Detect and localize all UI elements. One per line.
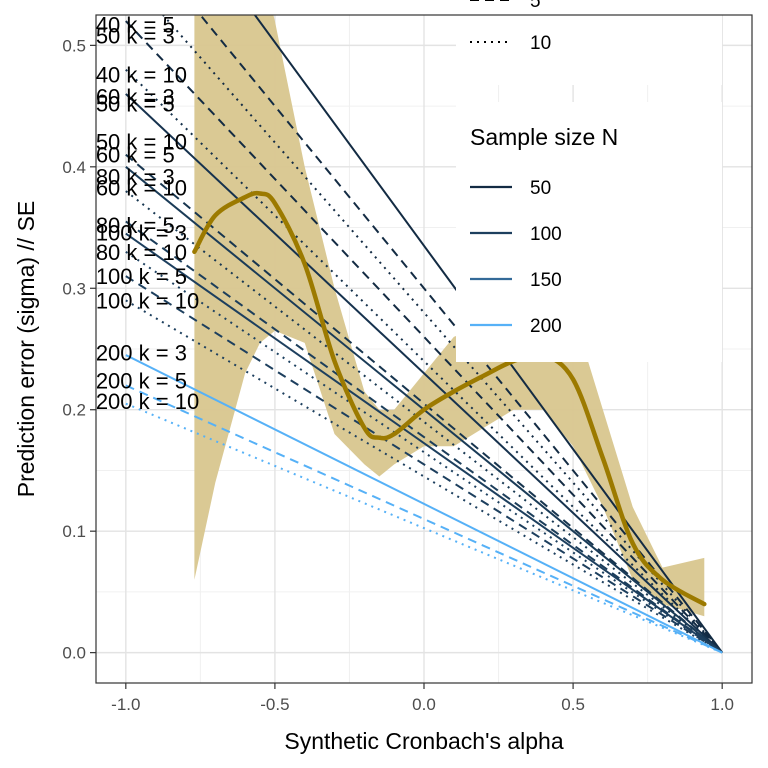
legend-k-label: 5 [530, 0, 541, 12]
legend-k-label: 10 [530, 33, 551, 54]
annotation-label: 60 k = 5 [96, 143, 175, 168]
smooth-confidence-band [194, 15, 705, 617]
y-axis-title: Prediction error (sigma) // SE [13, 201, 39, 498]
y-tick-label: 0.5 [62, 36, 86, 55]
legend-n-label: 100 [530, 224, 562, 245]
y-tick-label: 0.2 [62, 401, 86, 420]
annotation-label: 100 k = 3 [96, 220, 187, 245]
annotation-label: 50 k = 10 [96, 129, 187, 154]
series-line-n50-k5 [199, 15, 723, 654]
y-tick-label: 0.0 [62, 644, 86, 663]
annotation-label: 80 k = 5 [96, 213, 175, 238]
smooth-curve [192, 190, 707, 607]
y-tick-label: 0.3 [62, 279, 86, 298]
axis-layer: -1.0 -0.5 0.0 0.5 1.0 0.0 0.1 0.2 0.3 0.4 0.5 [62, 36, 734, 714]
annotation-label: 100 k = 10 [96, 288, 199, 313]
smooth-layer [192, 190, 707, 607]
y-tick-label: 0.1 [62, 522, 86, 541]
annotation-label: 40 k = 10 [96, 63, 187, 88]
annotation-label: 80 k = 10 [96, 240, 187, 265]
series-line-n100-k5 [125, 275, 723, 654]
annotation-label: 200 k = 3 [96, 341, 187, 366]
series-line-n60-k5 [125, 153, 723, 654]
series-line-n100-k3 [125, 232, 723, 654]
annotation-label: 50 k = 5 [96, 92, 175, 117]
annotation-label: 80 k = 3 [96, 165, 175, 190]
x-tick-label: 1.0 [710, 695, 734, 714]
series-line-n200-k3 [125, 354, 723, 654]
annotation-label: 50 k = 3 [96, 24, 175, 49]
annotation-label: 100 k = 5 [96, 264, 187, 289]
legend-k-box [456, 0, 722, 85]
annotation-label: 200 k = 5 [96, 369, 187, 394]
legend-n-label: 50 [530, 178, 551, 199]
legend-n-title: Sample size N [470, 124, 618, 150]
x-tick-label: 0.0 [412, 695, 436, 714]
series-line-n80-k5 [125, 220, 723, 654]
series-line-n80-k10 [125, 251, 723, 654]
legend-n-label: 200 [530, 316, 562, 337]
legend-n-label: 150 [530, 270, 562, 291]
annotation-label: 200 k = 10 [96, 389, 199, 414]
annotation-label: 60 k = 10 [96, 175, 187, 200]
series-line-n200-k10 [125, 402, 723, 654]
x-tick-label: -0.5 [260, 695, 289, 714]
series-line-n200-k5 [125, 384, 723, 654]
x-axis-title: Synthetic Cronbach's alpha [284, 728, 563, 754]
series-line-n40-k5 [125, 20, 723, 654]
series-line-n40-k10 [125, 68, 723, 654]
x-tick-label: 0.5 [561, 695, 585, 714]
ribbon-layer [194, 15, 705, 617]
x-tick-label: -1.0 [111, 695, 140, 714]
y-tick-label: 0.4 [62, 158, 86, 177]
annotation-label: 60 k = 3 [96, 84, 175, 109]
annotation-label: 40 k = 5 [96, 13, 175, 38]
series-line-n60-k3 [125, 93, 723, 654]
legend-layer: 5 10 Sample size N 50 100 150 200 [456, 0, 722, 362]
